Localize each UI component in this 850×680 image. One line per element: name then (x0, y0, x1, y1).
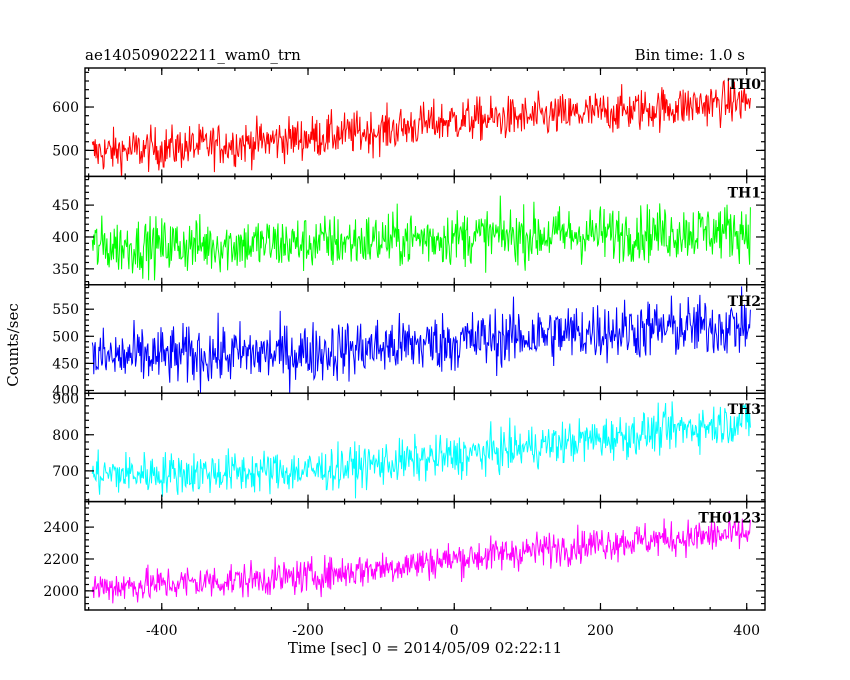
series-line-th0123 (91, 511, 751, 604)
x-tick-label: -200 (292, 623, 323, 639)
y-tick-label: 400 (52, 230, 79, 246)
panel-frame (84, 392, 766, 503)
y-tick-label: 550 (52, 302, 79, 318)
panel-th1: 350 400 450 TH1 (52, 175, 766, 286)
x-tick-label: 200 (587, 623, 614, 639)
y-tick-label: 600 (52, 100, 79, 116)
y-tick-label: 2200 (43, 552, 79, 568)
panel-th2: 400 450 500 550 TH2 (52, 284, 766, 399)
bin-time-label: Bin time: 1.0 s (635, 46, 745, 64)
y-tick-label: 900 (52, 392, 79, 408)
panel-label-th0123: TH0123 (698, 511, 761, 527)
panel-frame (84, 500, 766, 611)
x-axis-label: Time [sec] 0 = 2014/05/09 02:22:11 (288, 639, 562, 657)
y-tick-label: 450 (52, 356, 79, 372)
series-line-th3 (91, 401, 751, 499)
y-tick-label: 500 (52, 329, 79, 345)
y-tick-label: 2400 (43, 520, 79, 536)
y-tick-label: 350 (52, 262, 79, 278)
y-tick-label: 450 (52, 198, 79, 214)
y-tick-label: 400 (52, 383, 79, 399)
x-tick-label: 0 (450, 623, 459, 639)
x-tick-label: 400 (733, 623, 760, 639)
y-axis-label: Counts/sec (4, 303, 22, 387)
series-line-th2 (91, 286, 751, 394)
chart-title: ae140509022211_wam0_trn (85, 46, 301, 64)
x-tick-label: -400 (146, 623, 177, 639)
panel-th3: 700 800 900 TH3 (52, 392, 766, 503)
panel-th0: 500 600 TH0 (52, 67, 766, 178)
panel-label-th0: TH0 (728, 77, 762, 93)
panels: 500 600 TH0 350 400 450 TH1 400 450 500 550 TH2 700 8… (43, 67, 766, 639)
y-tick-label: 2000 (43, 584, 79, 600)
series-line-th1 (91, 195, 751, 281)
panel-th0123: 2000 2200 2400 TH0123 (43, 500, 766, 611)
panel-label-th3: TH3 (728, 402, 761, 418)
y-tick-label: 700 (52, 464, 79, 480)
series-line-th0 (91, 77, 751, 177)
panel-label-th2: TH2 (728, 294, 761, 310)
y-tick-label: 500 (52, 143, 79, 159)
panel-label-th1: TH1 (728, 185, 761, 201)
y-tick-label: 800 (52, 428, 79, 444)
